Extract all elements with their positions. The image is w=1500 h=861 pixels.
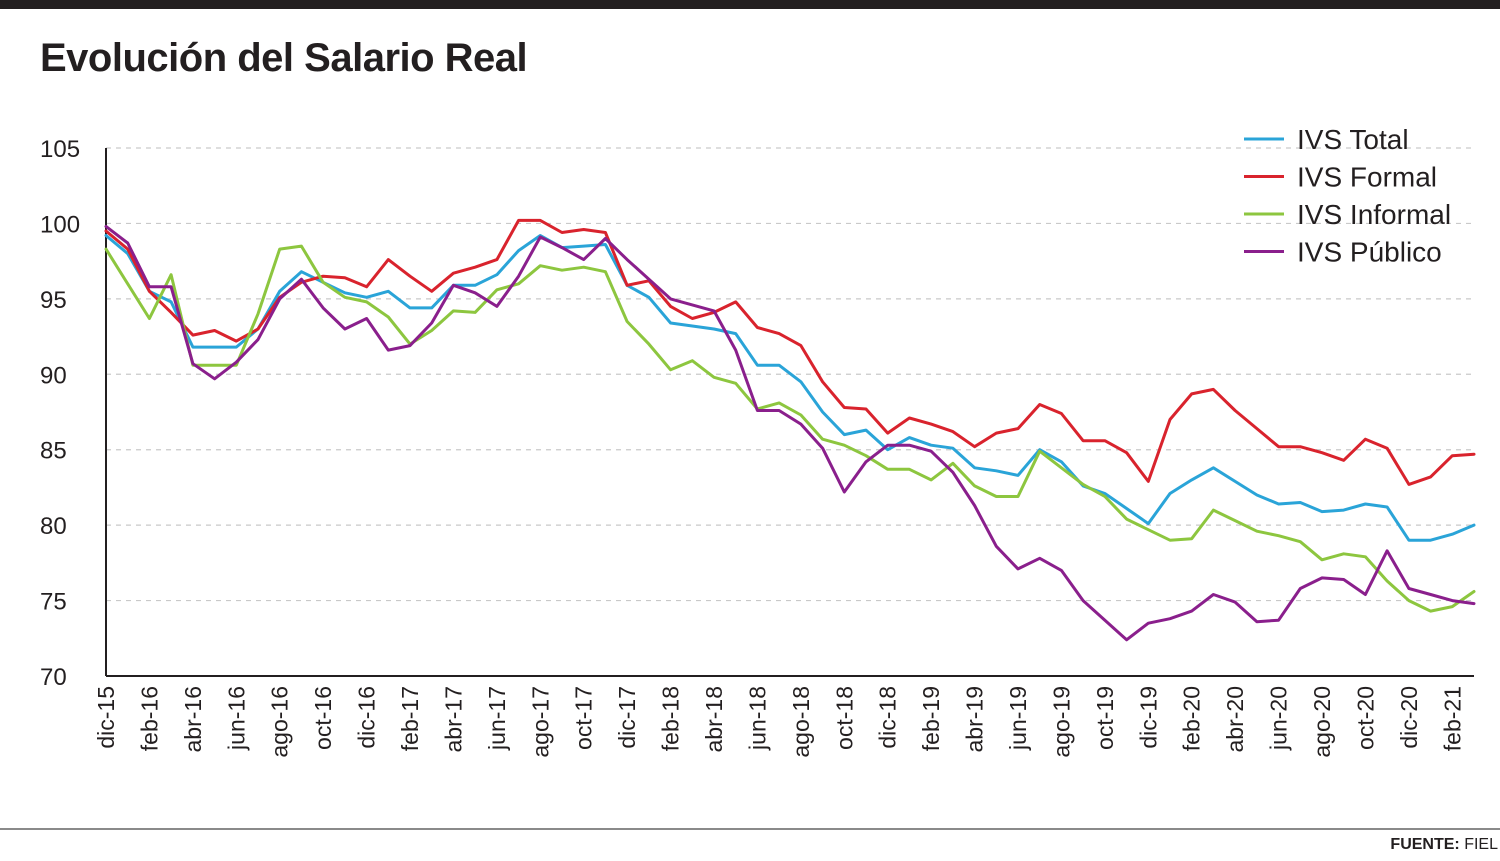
x-tick-label: dic-15 (93, 686, 119, 749)
x-tick-label: jun-17 (484, 686, 510, 751)
source-note: FUENTE: FIEL (1390, 836, 1498, 854)
x-tick-label: feb-17 (397, 686, 423, 751)
source-name: FIEL (1464, 836, 1498, 853)
y-tick-label: 90 (40, 362, 67, 389)
x-tick-label: feb-21 (1439, 686, 1465, 751)
x-tick-label: dic-16 (354, 686, 380, 749)
chart-title: Evolución del Salario Real (40, 36, 528, 80)
x-tick-label: abr-20 (1222, 686, 1248, 752)
x-tick-label: oct-20 (1352, 686, 1378, 750)
x-tick-label: dic-19 (1135, 686, 1161, 749)
series-line-ivs-p-blico (104, 224, 1476, 642)
series-line-ivs-total (104, 234, 1476, 542)
x-tick-label: oct-16 (310, 686, 336, 750)
x-tick-label: feb-16 (136, 686, 162, 751)
x-tick-label: abr-19 (962, 686, 988, 752)
legend-label: IVS Total (1297, 124, 1409, 155)
x-tick-label: jun-19 (1005, 686, 1031, 751)
x-tick-label: ago-17 (527, 686, 553, 758)
legend-label: IVS Público (1297, 237, 1442, 268)
x-tick-label: oct-18 (831, 686, 857, 750)
y-tick-label: 85 (40, 438, 67, 465)
y-tick-label: 70 (40, 664, 67, 691)
x-tick-label: dic-17 (614, 686, 640, 749)
y-tick-label: 100 (40, 211, 80, 238)
y-tick-label: 95 (40, 287, 67, 314)
y-tick-label: 75 (40, 589, 67, 616)
top-bar (0, 0, 1500, 9)
x-tick-label: ago-20 (1309, 686, 1335, 758)
y-tick-label: 80 (40, 513, 67, 540)
x-tick-label: oct-19 (1092, 686, 1118, 750)
x-tick-label: abr-17 (440, 686, 466, 752)
x-tick-label: abr-18 (701, 686, 727, 752)
x-tick-label: feb-20 (1179, 686, 1205, 751)
y-tick-label: 105 (40, 136, 80, 163)
x-tick-label: feb-19 (918, 686, 944, 751)
footer-divider (0, 828, 1500, 830)
source-label: FUENTE: (1390, 836, 1460, 853)
x-tick-label: dic-18 (875, 686, 901, 749)
x-tick-label: ago-18 (788, 686, 814, 758)
x-tick-label: ago-16 (267, 686, 293, 758)
x-tick-label: dic-20 (1396, 686, 1422, 749)
x-tick-label: abr-16 (180, 686, 206, 752)
x-tick-label: oct-17 (571, 686, 597, 750)
x-tick-label: ago-19 (1048, 686, 1074, 758)
series-line-ivs-informal (104, 244, 1476, 613)
x-tick-label: feb-18 (658, 686, 684, 751)
series-line-ivs-formal (104, 218, 1476, 486)
legend-label: IVS Formal (1297, 162, 1437, 193)
x-tick-label: jun-18 (744, 686, 770, 751)
legend-label: IVS Informal (1297, 199, 1451, 230)
x-tick-label: jun-20 (1266, 686, 1292, 751)
x-tick-label: jun-16 (223, 686, 249, 751)
